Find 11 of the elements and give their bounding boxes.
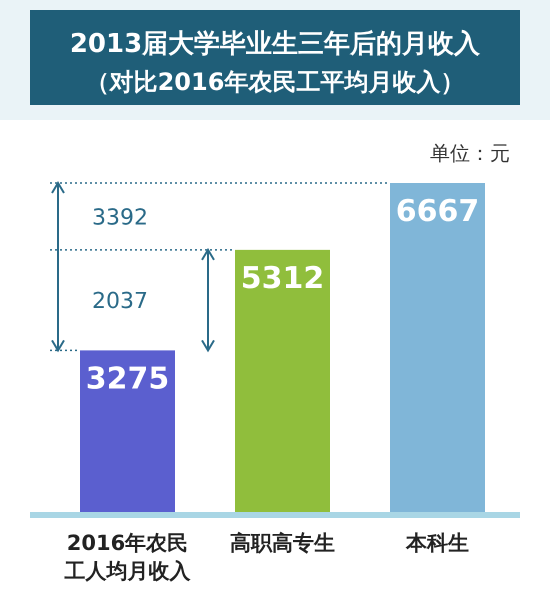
- data-label: 5312: [240, 260, 324, 296]
- text: 单位：元: [430, 141, 510, 165]
- chart-title: 2013届大学毕业生三年后的月收入: [70, 29, 482, 59]
- annotation: 3392: [92, 205, 148, 230]
- chart-subtitle: （对比2016年农民工平均月收入）: [86, 68, 464, 96]
- data-label: 6667: [396, 194, 480, 229]
- x-tick-label: 2016年农民工人均月收入: [64, 531, 192, 583]
- x-tick-label: 本科生: [405, 531, 469, 555]
- x-tick-label: 高职高专生: [230, 531, 335, 555]
- annotation: 2037: [92, 289, 148, 314]
- data-label: 3275: [86, 361, 170, 396]
